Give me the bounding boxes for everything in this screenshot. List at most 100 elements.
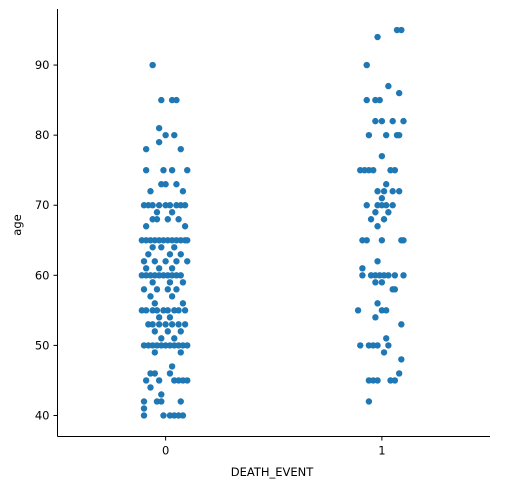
data-point [162, 181, 169, 188]
data-point [155, 321, 163, 328]
data-point [385, 272, 392, 279]
data-point [391, 166, 399, 174]
data-point [374, 300, 381, 307]
data-point [378, 152, 386, 160]
data-point [158, 96, 165, 104]
data-point [374, 33, 381, 41]
x-axis-label: DEATH_EVENT [231, 465, 315, 479]
data-point [173, 258, 180, 265]
data-point [177, 272, 184, 279]
y-tick-label: 70 [35, 198, 50, 212]
data-point [400, 117, 407, 125]
data-point [162, 258, 169, 265]
data-point [149, 244, 156, 251]
data-point [166, 202, 174, 209]
data-point [179, 188, 187, 195]
data-point [378, 279, 386, 286]
data-point [383, 181, 390, 188]
data-point [142, 145, 150, 153]
data-point [184, 237, 191, 244]
data-point [363, 96, 370, 104]
data-point [151, 258, 159, 265]
data-point [385, 342, 392, 349]
data-point [372, 209, 379, 216]
data-point [168, 265, 176, 272]
data-point [383, 335, 390, 342]
data-point [385, 82, 392, 90]
y-tick-label: 40 [35, 408, 50, 422]
data-point [168, 363, 176, 370]
data-point [389, 202, 396, 209]
data-point [158, 391, 165, 398]
y-tick-label: 80 [35, 128, 50, 142]
y-axis-label: age [10, 214, 24, 235]
data-point [398, 321, 405, 328]
data-point [151, 349, 159, 356]
data-point [142, 223, 150, 230]
data-point [374, 342, 381, 349]
data-point [374, 188, 381, 195]
data-point [175, 216, 182, 223]
data-point [380, 188, 388, 195]
data-point [162, 321, 169, 328]
data-point [166, 370, 174, 377]
data-point [357, 342, 364, 349]
data-point [179, 412, 187, 419]
data-point [398, 26, 405, 34]
data-point [166, 251, 174, 258]
data-point [158, 335, 165, 342]
data-point [374, 377, 381, 384]
data-point [145, 251, 152, 258]
data-point [151, 300, 159, 307]
data-point [168, 293, 176, 300]
data-point [164, 328, 171, 335]
data-point [363, 237, 370, 244]
data-point [400, 237, 407, 244]
data-point [149, 279, 156, 286]
data-point [175, 321, 182, 328]
data-point [177, 349, 184, 356]
data-point [181, 202, 189, 209]
x-tick-label: 0 [162, 444, 169, 458]
data-point [177, 251, 184, 258]
data-point [374, 223, 381, 230]
data-point [153, 307, 161, 314]
data-point [142, 166, 150, 174]
data-point [142, 265, 150, 272]
data-point [372, 279, 379, 286]
data-point [171, 244, 178, 251]
data-point [171, 131, 178, 139]
data-point [140, 258, 148, 265]
data-point [367, 216, 375, 223]
data-point [164, 286, 171, 293]
data-point [171, 335, 178, 342]
data-point [383, 202, 390, 209]
data-point [365, 398, 373, 405]
data-point [147, 384, 154, 391]
data-point [380, 216, 388, 223]
data-point [164, 216, 171, 223]
data-point [166, 314, 174, 321]
data-point [168, 209, 176, 216]
data-point [149, 321, 156, 328]
data-point [173, 96, 180, 104]
data-point [184, 166, 191, 174]
data-point [376, 96, 383, 104]
data-point [164, 307, 171, 314]
data-point [177, 145, 184, 153]
data-point [179, 279, 187, 286]
data-point [166, 279, 174, 286]
data-point [173, 286, 180, 293]
data-point [391, 286, 399, 293]
data-point [372, 117, 379, 125]
data-point [383, 307, 390, 314]
data-point [184, 258, 191, 265]
data-point [391, 272, 399, 279]
data-point [184, 342, 191, 349]
data-point [378, 237, 386, 244]
axis-ticks: 40 50 60 70 80 90 0 1 [35, 58, 386, 457]
data-point [140, 412, 148, 419]
data-point [395, 188, 403, 195]
data-point [175, 307, 182, 314]
data-point [142, 377, 150, 384]
